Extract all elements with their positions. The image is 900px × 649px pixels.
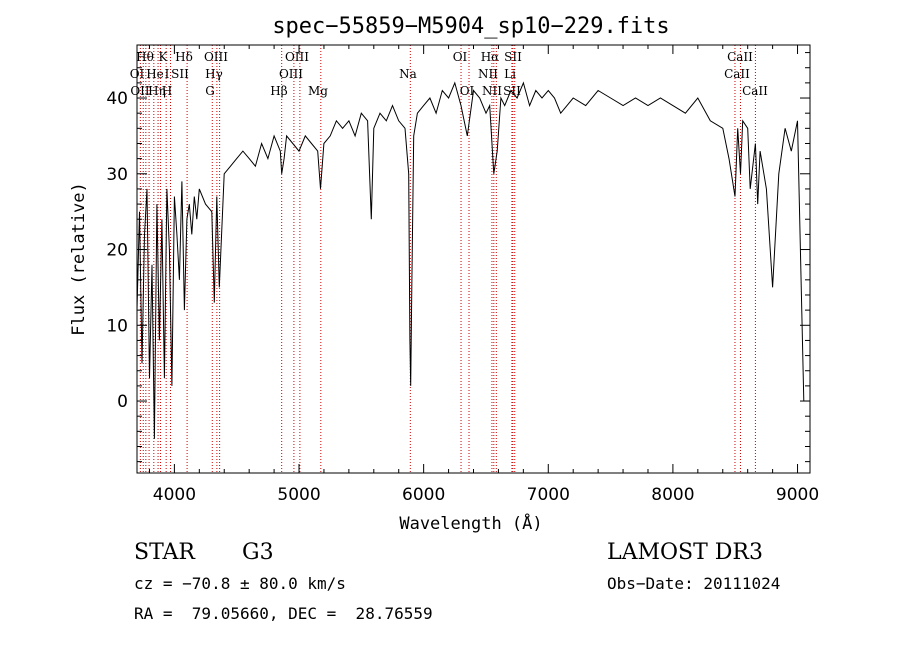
line-label-row1-4: OIII — [285, 50, 309, 64]
line-label-row2-9: CaII — [724, 67, 750, 81]
object-type: STAR — [134, 540, 195, 565]
line-label-row3-4: Hβ — [270, 84, 287, 98]
line-label-row1-5: OI — [453, 50, 468, 64]
object-subclass: G3 — [242, 540, 274, 565]
line-label-row1-1: K — [159, 50, 169, 64]
line-label-row1-0: Hθ — [136, 50, 154, 64]
x-tick-label-5: 9000 — [776, 485, 819, 505]
line-label-row1-2: Hδ — [175, 50, 193, 64]
chart-title: spec−55859−M5904_sp10−229.fits — [272, 14, 669, 39]
line-label-row2-7: NII — [478, 67, 498, 81]
y-tick-label-4: 40 — [106, 89, 128, 109]
survey-name: LAMOST DR3 — [607, 540, 763, 565]
x-tick-label-1: 5000 — [277, 485, 320, 505]
line-label-row3-0: OII — [130, 84, 150, 98]
line-label-row1-8: CaII — [727, 50, 753, 64]
line-label-row3-9: CaII — [742, 84, 768, 98]
line-label-row3-3: G — [205, 84, 215, 98]
line-label-row3-7: NII — [482, 84, 502, 98]
axis-ticks — [137, 45, 810, 473]
y-tick-label-2: 20 — [106, 241, 128, 261]
x-tick-label-0: 4000 — [153, 485, 196, 505]
line-label-row2-5: OIII — [279, 67, 303, 81]
line-label-row2-8: Li — [504, 67, 516, 81]
x-tick-label-4: 8000 — [651, 485, 694, 505]
x-axis-label: Wavelength (Å) — [399, 512, 542, 534]
y-tick-labels: 0 10 20 30 40 — [106, 89, 128, 412]
line-label-row3-8: SII — [503, 84, 521, 98]
redshift-cz: cz = −70.8 ± 80.0 km/s — [134, 574, 346, 593]
line-label-row3-1: Hη — [148, 84, 166, 98]
line-label-row1-3: OIII — [204, 50, 228, 64]
plot-frame — [136, 44, 811, 474]
x-tick-label-2: 6000 — [402, 485, 445, 505]
y-tick-label-1: 10 — [106, 316, 128, 336]
line-label-row3-5: Mg — [308, 84, 328, 98]
line-label-row1-7: SII — [504, 50, 522, 64]
line-label-row2-1: He — [146, 67, 164, 81]
line-label-row2-3: SII — [171, 67, 189, 81]
spectral-line-markers — [139, 45, 756, 473]
line-label-row2-2: I — [165, 67, 170, 81]
line-label-row3-6: OI — [460, 84, 475, 98]
x-tick-label-3: 7000 — [527, 485, 570, 505]
x-tick-labels: 4000 5000 6000 7000 8000 9000 — [153, 485, 819, 505]
ra-dec-coordinates: RA = 79.05660, DEC = 28.76559 — [134, 604, 433, 623]
line-label-row1-6: Hα — [481, 50, 500, 64]
line-label-row3-2: H — [162, 84, 172, 98]
y-tick-label-3: 30 — [106, 165, 128, 185]
y-tick-label-0: 0 — [117, 392, 128, 412]
observation-date: Obs−Date: 20111024 — [607, 574, 781, 593]
line-label-row2-4: Hγ — [205, 67, 223, 81]
y-axis-label: Flux (relative) — [69, 182, 89, 336]
series-flux-line — [136, 81, 810, 439]
line-label-row2-6: Na — [399, 67, 417, 81]
